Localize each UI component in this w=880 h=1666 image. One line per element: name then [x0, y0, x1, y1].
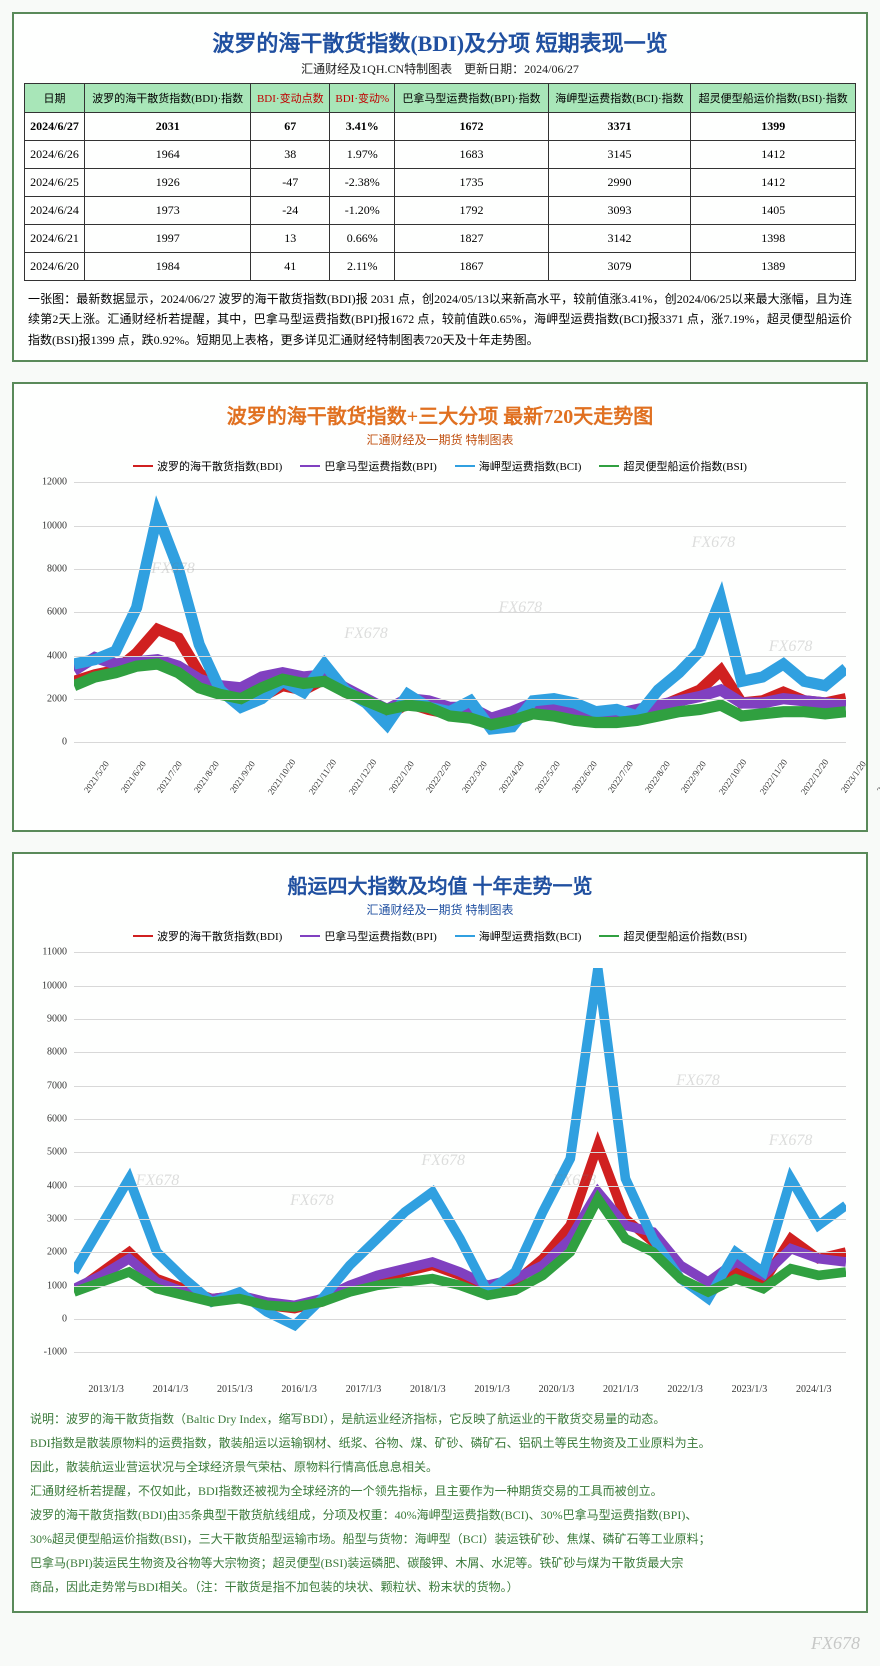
footer-notes: 说明：波罗的海干散货指数（Baltic Dry Index，缩写BDI），是航运…: [24, 1403, 856, 1603]
table-row: 2024/6/261964381.97%168331451412: [25, 141, 856, 169]
chart720-subtitle: 汇通财经及一期货 特制图表: [24, 431, 856, 454]
bdi-table: 日期波罗的海干散货指数(BDI)·指数BDI·变动点数BDI·变动%巴拿马型运费…: [24, 83, 856, 281]
table-row: 2024/6/211997130.66%182731421398: [25, 225, 856, 253]
legend-item: 巴拿马型运费指数(BPI): [300, 928, 436, 944]
table-title: 波罗的海干散货指数(BDI)及分项 短期表现一览: [24, 22, 856, 60]
footer-line: 波罗的海干散货指数(BDI)由35条典型干散货航线组成，分项及权重：40%海岬型…: [30, 1503, 850, 1527]
table-header: 日期: [25, 84, 85, 113]
legend-item: 海岬型运费指数(BCI): [455, 928, 582, 944]
footer-line: 因此，散装航运业营运状况与全球经济景气荣枯、原物料行情高低息息相关。: [30, 1455, 850, 1479]
table-row: 2024/6/241973-24-1.20%179230931405: [25, 197, 856, 225]
footer-line: 30%超灵便型船运价指数(BSI)，三大干散货船型运输市场。船型与货物：海岬型（…: [30, 1527, 850, 1551]
footer-line: 汇通财经析若提醒，不仅如此，BDI指数还被视为全球经济的一个领先指标，且主要作为…: [30, 1479, 850, 1503]
brand-watermark: FX678: [12, 1633, 868, 1654]
table-header: 海岬型运费指数(BCI)·指数: [548, 84, 691, 113]
table-summary: 一张图：最新数据显示，2024/06/27 波罗的海干散货指数(BDI)报 20…: [24, 281, 856, 352]
chart10y-area: -100001000200030004000500060007000800090…: [74, 952, 846, 1372]
legend-item: 波罗的海干散货指数(BDI): [133, 458, 282, 474]
table-subtitle: 汇通财经及1QH.CN特制图表 更新日期：2024/06/27: [24, 60, 856, 83]
table-header: 波罗的海干散货指数(BDI)·指数: [85, 84, 251, 113]
legend-item: 波罗的海干散货指数(BDI): [133, 928, 282, 944]
table-row: 2024/6/201984412.11%186730791389: [25, 253, 856, 281]
chart-720-panel: 波罗的海干散货指数+三大分项 最新720天走势图 汇通财经及一期货 特制图表 波…: [12, 382, 868, 832]
table-row: 2024/6/251926-47-2.38%173529901412: [25, 169, 856, 197]
legend-item: 超灵便型船运价指数(BSI): [599, 458, 746, 474]
chart10y-legend: 波罗的海干散货指数(BDI) 巴拿马型运费指数(BPI) 海岬型运费指数(BCI) 超…: [24, 924, 856, 952]
legend-item: 超灵便型船运价指数(BSI): [599, 928, 746, 944]
table-header: 超灵便型船运价指数(BSI)·指数: [691, 84, 856, 113]
table-panel: 波罗的海干散货指数(BDI)及分项 短期表现一览 汇通财经及1QH.CN特制图表…: [12, 12, 868, 362]
chart720-xaxis: 2021/5/202021/6/202021/7/202021/8/202021…: [24, 772, 856, 822]
footer-line: BDI指数是散装原物料的运费指数，散装船运以运输钢材、纸浆、谷物、煤、矿砂、磷矿…: [30, 1431, 850, 1455]
chart10y-subtitle: 汇通财经及一期货 特制图表: [24, 901, 856, 924]
table-header: BDI·变动%: [330, 84, 395, 113]
footer-line: 说明：波罗的海干散货指数（Baltic Dry Index，缩写BDI），是航运…: [30, 1407, 850, 1431]
table-row: 2024/6/272031673.41%167233711399: [25, 113, 856, 141]
chart720-title: 波罗的海干散货指数+三大分项 最新720天走势图: [24, 392, 856, 431]
legend-item: 海岬型运费指数(BCI): [455, 458, 582, 474]
chart720-area: 020004000600080001000012000 FX678FX678FX…: [74, 482, 846, 762]
chart10y-title: 船运四大指数及均值 十年走势一览: [24, 862, 856, 901]
legend-item: 巴拿马型运费指数(BPI): [300, 458, 436, 474]
table-header: BDI·变动点数: [251, 84, 330, 113]
chart720-legend: 波罗的海干散货指数(BDI) 巴拿马型运费指数(BPI) 海岬型运费指数(BCI) 超…: [24, 454, 856, 482]
chart-10y-panel: 船运四大指数及均值 十年走势一览 汇通财经及一期货 特制图表 波罗的海干散货指数…: [12, 852, 868, 1613]
footer-line: 商品，因此走势常与BDI相关。（注：干散货是指不加包装的块状、颗粒状、粉末状的货…: [30, 1575, 850, 1599]
chart10y-xaxis: 2013/1/32014/1/32015/1/32016/1/32017/1/3…: [24, 1382, 856, 1403]
footer-line: 巴拿马(BPI)装运民生物资及谷物等大宗物资；超灵便型(BSI)装运磷肥、碳酸钾…: [30, 1551, 850, 1575]
table-header: 巴拿马型运费指数(BPI)·指数: [395, 84, 548, 113]
